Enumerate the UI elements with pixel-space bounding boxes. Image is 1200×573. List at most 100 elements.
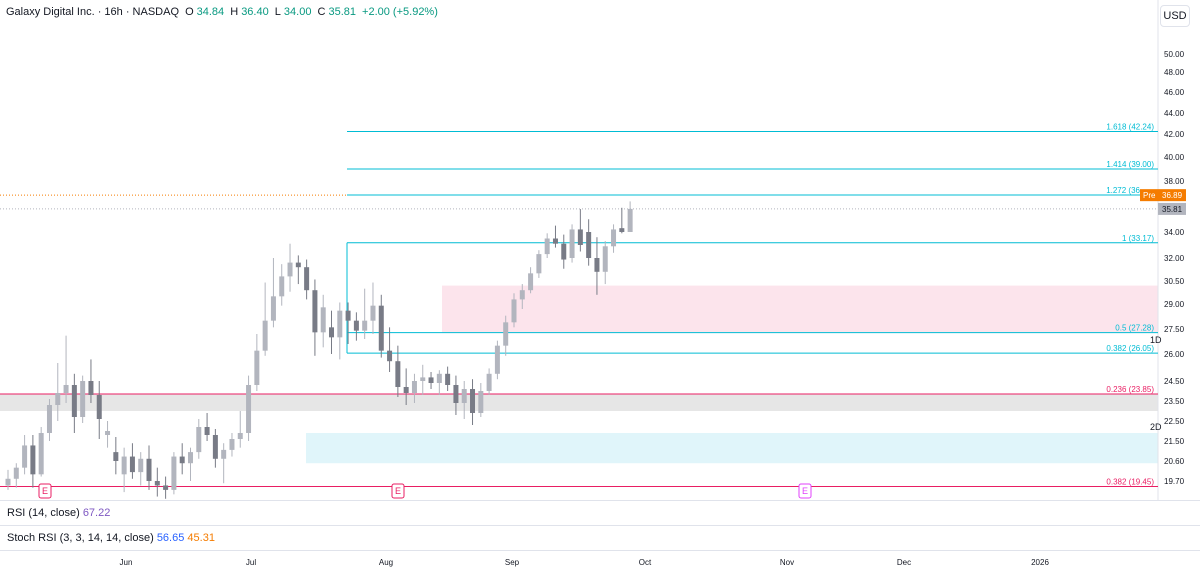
candle-body[interactable] [221,449,227,459]
candle-body[interactable] [569,229,575,258]
candle-body[interactable] [270,296,276,321]
candle-body[interactable] [71,385,77,417]
candle-body[interactable] [154,481,160,486]
candle-body[interactable] [138,458,144,473]
y-tick-label: 24.50 [1164,377,1185,386]
candle-body[interactable] [171,456,177,490]
candle-body[interactable] [80,381,86,417]
candle-body[interactable] [312,290,318,333]
fib-level-label: 0.236 (23.85) [1106,385,1154,394]
stoch-title: Stoch RSI (3, 3, 14, 14, close) [7,532,154,544]
candle-body[interactable] [395,361,401,387]
candle-body[interactable] [420,377,426,381]
candle-body[interactable] [105,431,111,435]
candle-body[interactable] [113,452,119,461]
symbol-title[interactable]: Galaxy Digital Inc. · 16h · NASDAQ [6,6,180,18]
candle-body[interactable] [494,345,500,374]
candle-body[interactable] [528,273,534,291]
candle-body[interactable] [237,433,243,439]
rsi-pane-divider[interactable] [0,500,1200,501]
x-tick-label: 2026 [1031,558,1049,567]
candle-body[interactable] [503,322,509,346]
candle-body[interactable] [179,456,185,464]
candle-body[interactable] [511,299,517,323]
earnings-marker-label: E [802,486,808,496]
candle-body[interactable] [204,427,210,435]
candle-body[interactable] [552,238,558,244]
candle-body[interactable] [212,435,218,459]
candle-body[interactable] [46,405,52,433]
candle-body[interactable] [295,262,301,268]
candle-body[interactable] [519,290,525,300]
candle-body[interactable] [262,320,268,351]
candle-body[interactable] [146,458,152,481]
candle-body[interactable] [30,445,36,475]
candle-body[interactable] [121,456,127,475]
candle-body[interactable] [428,377,434,383]
earnings-marker[interactable] [391,483,405,499]
candle-body[interactable] [362,320,368,331]
candle-body[interactable] [561,243,567,260]
candle-body[interactable] [163,485,169,490]
rsi-pane-title[interactable]: RSI (14, close) 67.22 [7,507,110,519]
candle-body[interactable] [378,305,384,351]
candle-body[interactable] [544,238,550,255]
pre-label-badge [1140,189,1158,202]
candle-body[interactable] [304,267,310,291]
candle-body[interactable] [577,229,583,245]
timeframe-label-1d: 1D [1150,335,1162,345]
candle-body[interactable] [337,310,343,338]
candle-body[interactable] [187,452,193,464]
candle-body[interactable] [602,246,608,272]
candle-body[interactable] [55,393,61,405]
candle-body[interactable] [246,385,252,433]
candle-body[interactable] [96,395,102,419]
currency-button[interactable]: USD [1160,5,1190,27]
time-axis-divider [0,550,1200,551]
candle-body[interactable] [470,389,476,413]
candle-body[interactable] [370,305,376,321]
candle-body[interactable] [486,373,492,391]
earnings-marker[interactable] [798,483,812,499]
candle-body[interactable] [13,467,19,479]
earnings-marker[interactable] [38,483,52,499]
candle-body[interactable] [387,350,393,362]
x-tick-label: Nov [780,558,794,567]
fib-level-label: 1.414 (39.00) [1106,160,1154,169]
candle-body[interactable] [88,381,94,395]
candle-body[interactable] [594,258,600,272]
candle-body[interactable] [22,445,28,468]
candle-body[interactable] [436,373,442,383]
candle-body[interactable] [129,456,135,473]
candle-body[interactable] [353,320,359,331]
candle-body[interactable] [63,385,69,393]
candle-body[interactable] [627,208,633,232]
candle-body[interactable] [279,276,285,297]
candle-body[interactable] [461,389,467,403]
candle-body[interactable] [5,478,11,486]
candle-body[interactable] [254,350,260,385]
candle-body[interactable] [445,373,451,385]
candle-body[interactable] [229,439,235,450]
stoch-pane-title[interactable]: Stoch RSI (3, 3, 14, 14, close) 56.65 45… [7,532,215,544]
candle-body[interactable] [411,381,417,393]
candle-body[interactable] [403,387,409,393]
candle-body[interactable] [619,228,625,232]
candle-body[interactable] [196,427,202,453]
candle-body[interactable] [586,232,592,258]
candle-body[interactable] [287,262,293,277]
candle-body[interactable] [320,307,326,333]
pre-label-text: Pre [1143,191,1156,200]
candle-body[interactable] [38,433,44,475]
candle-body[interactable] [345,310,351,321]
candle-body[interactable] [611,229,617,247]
candle-body[interactable] [478,391,484,413]
y-tick-label: 23.50 [1164,397,1185,406]
candle-body[interactable] [329,327,335,338]
candle-body[interactable] [453,385,459,403]
candle-body[interactable] [536,254,542,274]
stoch-pane-divider[interactable] [0,525,1200,526]
x-tick-label: Dec [897,558,911,567]
open-label: O [185,6,194,18]
